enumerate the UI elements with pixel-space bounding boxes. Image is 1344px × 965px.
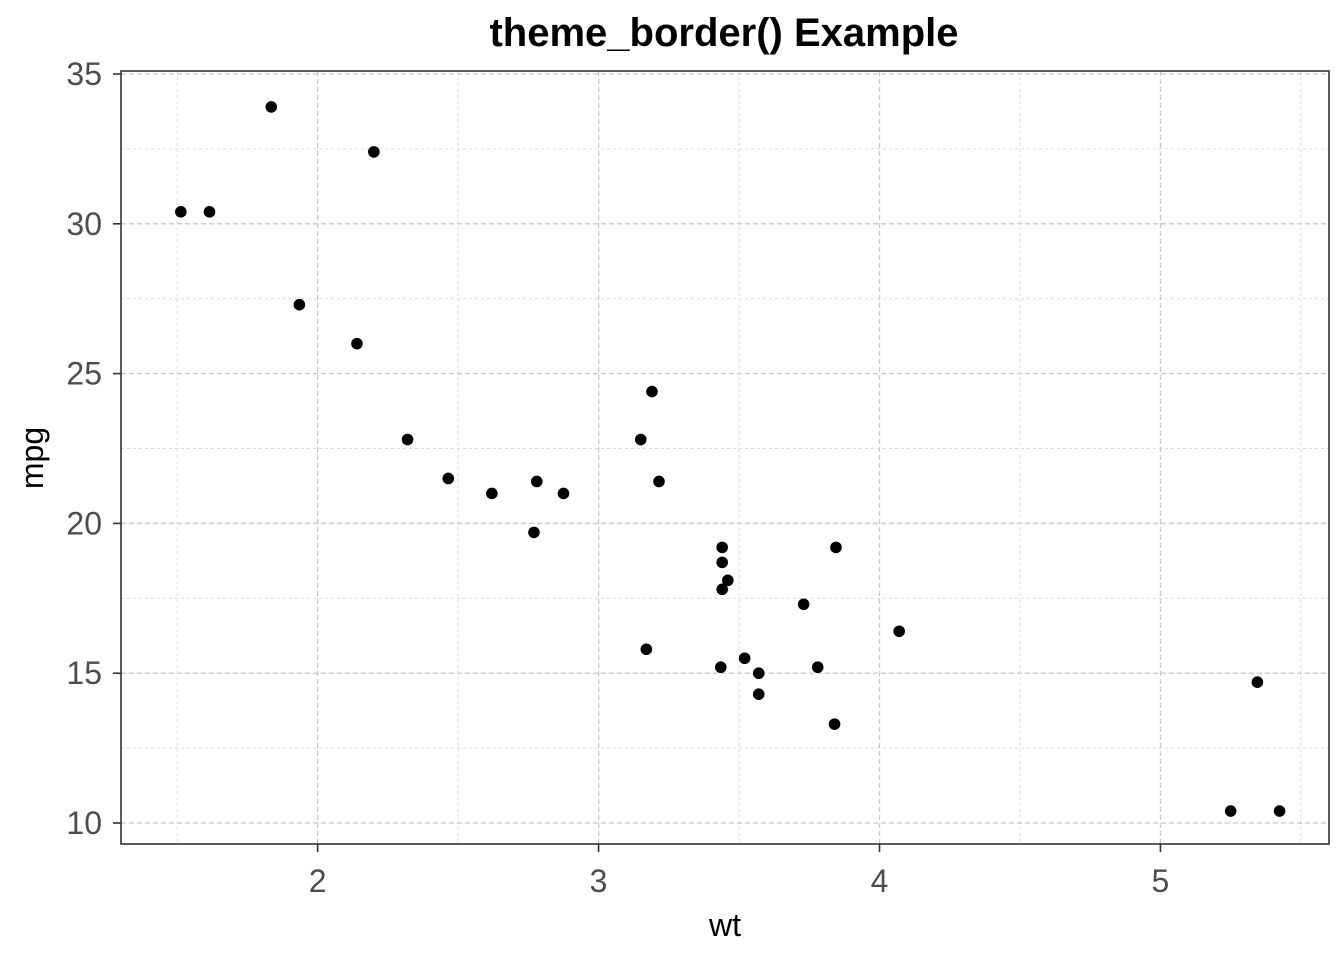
data-point	[716, 583, 728, 596]
data-point	[528, 526, 540, 539]
x-tick-label: 3	[590, 863, 608, 899]
data-point	[797, 598, 810, 611]
data-point	[634, 433, 647, 446]
x-tick-label: 4	[871, 863, 889, 899]
data-point	[752, 667, 765, 680]
y-tick-label: 15	[66, 655, 102, 691]
data-point	[722, 574, 734, 587]
data-point	[442, 472, 455, 485]
data-point	[828, 718, 841, 730]
data-point	[368, 146, 380, 158]
data-point	[653, 475, 665, 488]
y-tick-label: 35	[66, 56, 102, 92]
data-point	[486, 487, 498, 500]
data-point	[716, 541, 728, 554]
data-points	[175, 101, 1286, 817]
y-tick-label: 30	[66, 206, 102, 242]
y-tick-label: 10	[66, 805, 102, 841]
data-point	[714, 661, 727, 674]
data-point	[175, 206, 187, 218]
y-tick-label: 20	[66, 505, 102, 541]
data-point	[530, 475, 543, 488]
data-point	[1251, 676, 1264, 689]
data-point	[293, 298, 306, 311]
chart-title: theme_border() Example	[489, 11, 958, 55]
y-axis-label: mpg	[14, 427, 50, 489]
data-point	[738, 652, 751, 665]
y-tick-label: 25	[66, 356, 102, 392]
data-point	[1273, 805, 1286, 817]
data-point	[830, 541, 842, 554]
data-point	[1224, 805, 1237, 817]
data-point	[265, 101, 278, 113]
data-point	[811, 661, 824, 674]
data-point	[752, 688, 765, 700]
data-point	[893, 625, 905, 638]
x-axis-label: wt	[708, 907, 741, 943]
data-point	[351, 337, 363, 350]
data-point	[557, 487, 570, 500]
panel-border	[120, 70, 1330, 845]
data-point	[203, 206, 216, 218]
x-tick-label: 5	[1152, 863, 1170, 899]
axis-ticks: 2 3 4 5 10 15 20 25 30 35	[66, 56, 1169, 899]
data-point	[640, 643, 653, 656]
grid-lines	[121, 71, 1329, 844]
data-point	[716, 556, 728, 569]
data-point	[401, 433, 414, 446]
x-tick-label: 2	[309, 863, 327, 899]
data-point	[646, 385, 658, 398]
